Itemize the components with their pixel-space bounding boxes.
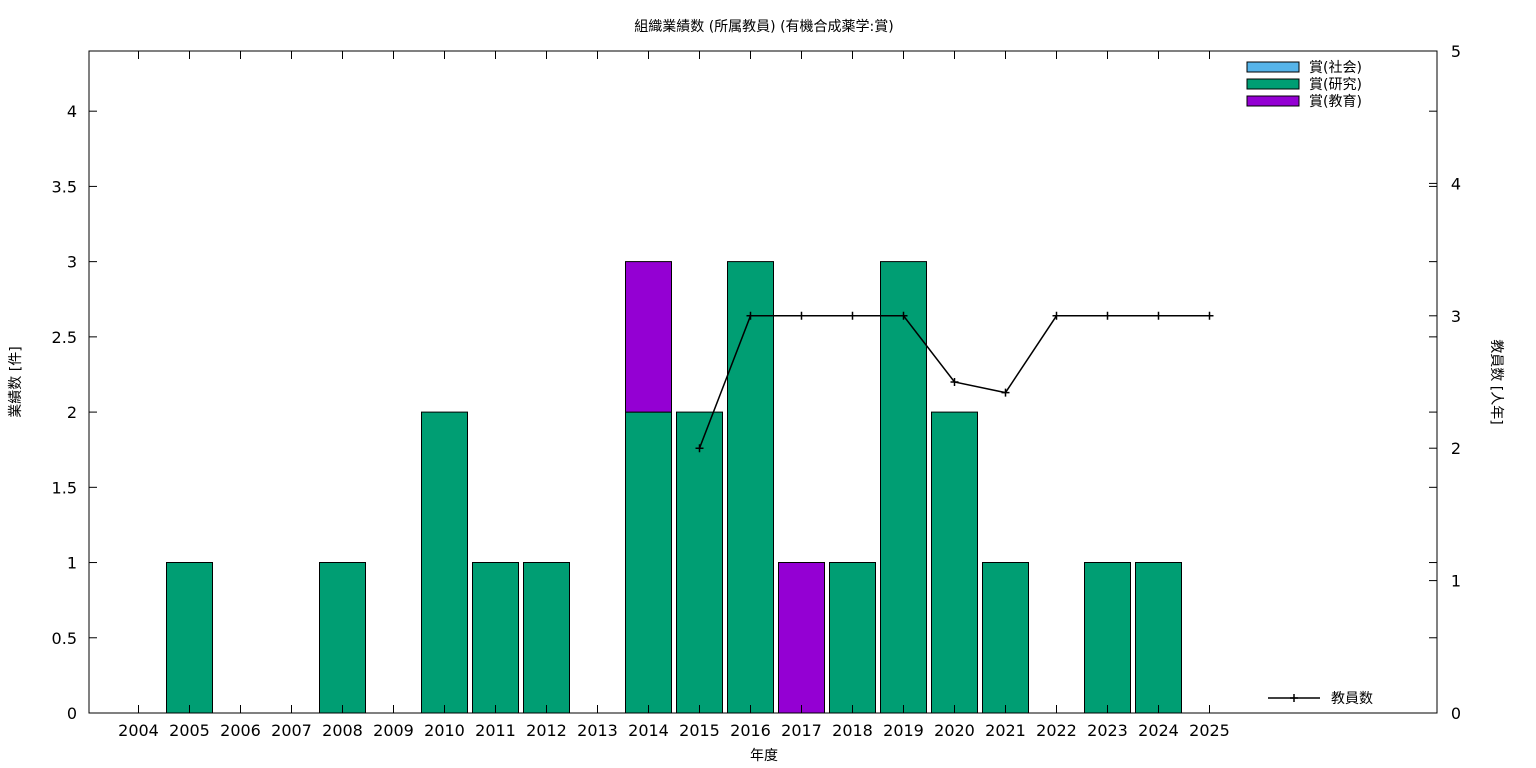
y-axis-label: 業績数 [件] (8, 346, 24, 417)
bars-layer (166, 261, 1182, 714)
y2-tick-label-3: 3 (1451, 307, 1461, 326)
bar-2014-series-2 (625, 261, 672, 413)
y-tick-label-0: 0 (67, 704, 77, 723)
bar-2011-series-1 (472, 562, 519, 714)
y2-tick-label-5: 5 (1451, 42, 1461, 61)
x-tick-label-2013: 2013 (577, 721, 618, 740)
legend-label-1: 賞(研究) (1309, 77, 1362, 93)
line-point-2022 (1052, 311, 1061, 320)
legend-line-marker (1290, 694, 1298, 702)
x-tick-label-2007: 2007 (271, 721, 312, 740)
y-tick-label-2: 2 (67, 403, 77, 422)
x-tick-label-2006: 2006 (220, 721, 261, 740)
y-tick-label-3: 3 (67, 253, 77, 272)
x-tick-label-2025: 2025 (1189, 721, 1230, 740)
bar-2021-series-1 (982, 562, 1029, 714)
x-tick-label-2018: 2018 (832, 721, 873, 740)
bar-2017-series-2 (778, 562, 825, 714)
x-tick-label-2015: 2015 (679, 721, 720, 740)
x-tick-label-2010: 2010 (424, 721, 465, 740)
legend-swatch-1 (1246, 78, 1300, 90)
y-axis-ticks: 0 0.5 1 1.5 2 2.5 3 3.5 4 (52, 102, 1437, 723)
line-point-2021 (1001, 388, 1010, 397)
x-tick-label-2009: 2009 (373, 721, 414, 740)
y-tick-label-2.5: 2.5 (52, 328, 77, 347)
y-tick-label-4: 4 (67, 102, 77, 121)
line-point-2015 (695, 444, 704, 453)
x-tick-label-2022: 2022 (1036, 721, 1077, 740)
plot-area-frame (88, 50, 1438, 714)
legend-label-2: 賞(教育) (1309, 94, 1362, 110)
legend-label-line: 教員数 (1331, 691, 1373, 707)
x-axis-label: 年度 (750, 748, 778, 764)
x-tick-label-2021: 2021 (985, 721, 1026, 740)
y2-tick-label-1: 1 (1451, 572, 1461, 591)
x-tick-label-2023: 2023 (1087, 721, 1128, 740)
bar-2008-series-1 (319, 562, 366, 714)
line-point-2020 (950, 378, 959, 386)
bar-2012-series-1 (523, 562, 570, 714)
y2-tick-label-4: 4 (1451, 174, 1461, 193)
y2-tick-label-0: 0 (1451, 704, 1461, 723)
bar-2020-series-1 (931, 411, 978, 714)
x-tick-label-2020: 2020 (934, 721, 975, 740)
bar-2023-series-1 (1084, 562, 1131, 714)
line-point-2016 (746, 311, 755, 320)
bar-2018-series-1 (829, 562, 876, 714)
line-point-2024 (1154, 311, 1163, 320)
line-point-2023 (1103, 311, 1112, 320)
line-point-2025 (1205, 311, 1214, 320)
y-tick-label-0.5: 0.5 (52, 629, 77, 648)
x-tick-label-2011: 2011 (475, 721, 516, 740)
bar-2015-series-1 (676, 411, 723, 714)
x-axis-ticks: 2004 2005 2006 2007 2008 2009 2010 2011 2012 2013… (118, 51, 1230, 740)
y-tick-label-1.5: 1.5 (52, 478, 77, 497)
legend-swatch-0 (1246, 61, 1300, 73)
x-tick-label-2014: 2014 (628, 721, 669, 740)
legend-label-0: 賞(社会) (1309, 60, 1362, 76)
line-point-2017 (797, 311, 806, 320)
x-tick-label-2017: 2017 (781, 721, 822, 740)
line-layer (695, 311, 1214, 453)
line-point-2018 (848, 311, 857, 320)
y2-axis-ticks: 0 1 2 3 4 5 (1429, 42, 1461, 723)
x-tick-label-2005: 2005 (169, 721, 210, 740)
x-tick-label-2012: 2012 (526, 721, 567, 740)
x-tick-label-2016: 2016 (730, 721, 771, 740)
bar-2019-series-1 (880, 261, 927, 714)
bar-2005-series-1 (166, 562, 213, 714)
x-tick-label-2024: 2024 (1138, 721, 1179, 740)
x-tick-label-2004: 2004 (118, 721, 159, 740)
bar-2016-series-1 (727, 261, 774, 714)
x-tick-label-2008: 2008 (322, 721, 363, 740)
legend-swatch-2 (1246, 95, 1300, 107)
line-point-2019 (899, 311, 908, 320)
y2-axis-label: 教員数 [人年] (1488, 339, 1504, 424)
bar-2024-series-1 (1135, 562, 1182, 714)
y-tick-label-1: 1 (67, 554, 77, 573)
legend: 賞(社会)賞(研究)賞(教育) 教員数 (1246, 60, 1373, 707)
y2-tick-label-2: 2 (1451, 439, 1461, 458)
chart-title: 組織業績数 (所属教員) (有機合成薬学:賞) (634, 19, 893, 35)
x-tick-label-2019: 2019 (883, 721, 924, 740)
bar-2010-series-1 (421, 411, 468, 714)
y-tick-label-3.5: 3.5 (52, 177, 77, 196)
bar-2014-series-1 (625, 411, 672, 714)
